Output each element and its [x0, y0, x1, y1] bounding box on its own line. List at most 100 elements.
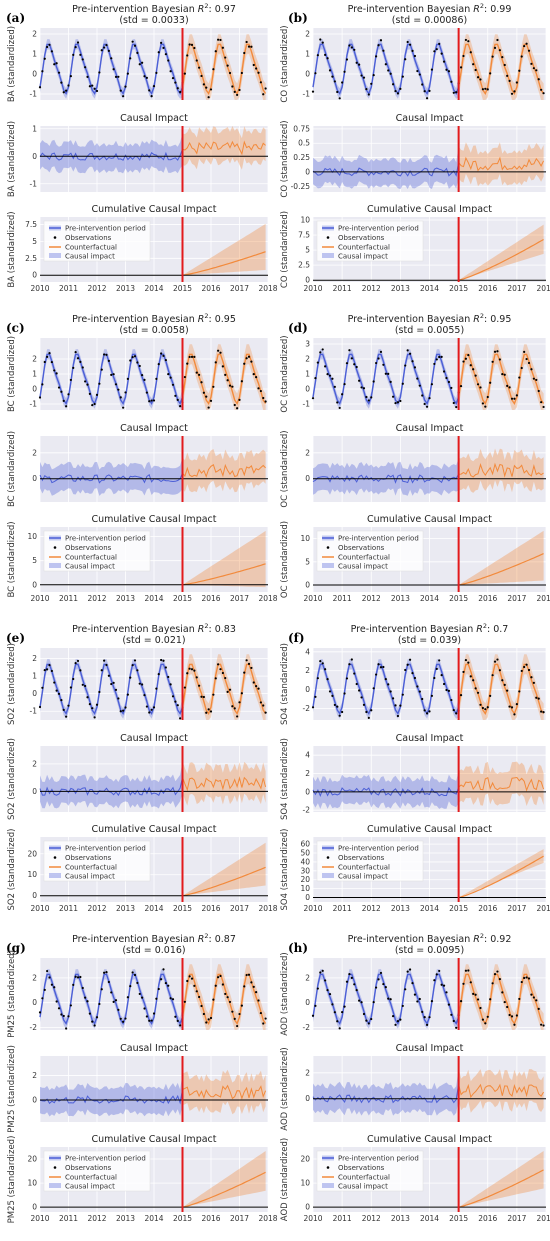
observation-point	[408, 43, 412, 46]
observation-point	[489, 694, 492, 697]
y-tick-label: 4	[305, 647, 310, 656]
observation-point	[311, 397, 315, 400]
legend-label-pre: Pre-intervention period	[338, 535, 419, 543]
observation-point	[43, 57, 46, 60]
x-tick-label: 2011	[59, 284, 78, 293]
observation-point	[55, 372, 58, 375]
observation-point	[479, 386, 482, 389]
observation-point	[236, 1024, 239, 1028]
x-tick-label: 2010	[303, 594, 322, 603]
x-tick-label: 2018	[258, 594, 277, 603]
observation-point	[38, 705, 42, 709]
x-tick-label: 2016	[201, 904, 220, 913]
observation-point	[138, 682, 141, 685]
observation-point	[141, 374, 144, 377]
y-tick-label: 10	[27, 870, 37, 879]
cumulative-title: Cumulative Causal Impact	[91, 824, 216, 835]
observation-point	[365, 395, 368, 399]
observation-point	[401, 382, 404, 385]
observation-point	[319, 971, 322, 974]
panel-title: Pre-intervention Bayesian R2: 0.87	[72, 932, 236, 945]
observation-point	[438, 969, 441, 973]
observation-point	[372, 687, 375, 690]
observation-point	[202, 83, 205, 86]
observation-point	[143, 75, 146, 78]
y-tick-label: 5	[32, 237, 37, 246]
observation-point	[233, 403, 236, 407]
observation-point	[243, 51, 246, 55]
panel-std: (std = 0.0033)	[119, 15, 188, 26]
panel-letter: (b)	[288, 11, 308, 25]
observation-point	[411, 672, 414, 675]
observation-point	[489, 72, 492, 75]
observation-point	[238, 398, 241, 401]
cumulative-title: Cumulative Causal Impact	[367, 1134, 492, 1145]
observation-point	[540, 88, 543, 91]
observation-point	[257, 999, 260, 1002]
observation-point	[126, 72, 129, 75]
observation-point	[255, 991, 258, 994]
observation-point	[131, 40, 134, 43]
counterfactual-line	[457, 43, 545, 95]
observation-point	[433, 979, 436, 982]
observation-point	[117, 1008, 120, 1011]
observation-point	[530, 676, 533, 679]
pre-line	[39, 973, 184, 1025]
observation-point	[423, 402, 426, 406]
x-tick-label: 2011	[333, 1214, 352, 1223]
legend-marker-pre-band	[322, 1155, 334, 1161]
observation-point	[207, 406, 210, 409]
panel-title: Pre-intervention Bayesian R2: 0.95	[348, 312, 512, 325]
observation-point	[370, 1017, 373, 1021]
observation-point	[183, 686, 186, 689]
observation-point	[341, 393, 344, 396]
observation-point	[112, 681, 115, 684]
observation-point	[228, 71, 232, 75]
observation-point	[105, 353, 108, 356]
observation-point	[155, 687, 158, 690]
observation-point	[226, 379, 229, 382]
y-tick-label: 2	[32, 30, 37, 39]
observation-point	[195, 371, 198, 374]
x-tick-label: 2017	[230, 1214, 249, 1223]
observation-point	[384, 63, 387, 66]
observation-point	[93, 716, 96, 719]
y-tick-label: 0	[32, 474, 37, 483]
observation-point	[328, 374, 332, 377]
observation-point	[355, 989, 358, 992]
observation-point	[472, 992, 475, 995]
x-tick-label: 2014	[420, 904, 439, 913]
legend-label-pre: Pre-intervention period	[65, 535, 146, 543]
observation-point	[440, 52, 443, 55]
observation-point	[377, 663, 380, 666]
observation-point	[387, 683, 390, 686]
observation-point	[217, 38, 220, 41]
observation-point	[198, 373, 201, 376]
observation-point	[126, 377, 129, 380]
y-tick-label: 2	[32, 973, 37, 982]
ylabel-top: SO4 (standardized)	[280, 643, 290, 725]
observation-point	[425, 712, 429, 715]
observation-point	[188, 355, 191, 359]
observed-axes: -1 0 1 2	[30, 648, 269, 720]
observation-point	[506, 689, 509, 692]
observation-point	[46, 45, 49, 49]
observation-point	[72, 53, 75, 56]
y-tick-label: 2	[32, 355, 37, 364]
y-tick-label: -1	[30, 90, 38, 99]
observation-point	[418, 690, 421, 693]
observation-point	[530, 993, 533, 996]
observation-point	[243, 985, 246, 988]
ylabel-top: PM25 (standardized)	[7, 950, 17, 1038]
observation-point	[200, 1004, 203, 1008]
observation-point	[540, 401, 543, 404]
causal-title: Causal Impact	[120, 1043, 188, 1054]
x-tick-label: 2013	[391, 594, 410, 603]
observation-point	[336, 1020, 339, 1023]
observation-point	[174, 81, 177, 84]
observation-point	[442, 370, 446, 373]
observation-point	[245, 973, 248, 977]
observation-point	[69, 686, 72, 689]
observation-point	[348, 972, 351, 976]
observation-point	[240, 1004, 243, 1007]
